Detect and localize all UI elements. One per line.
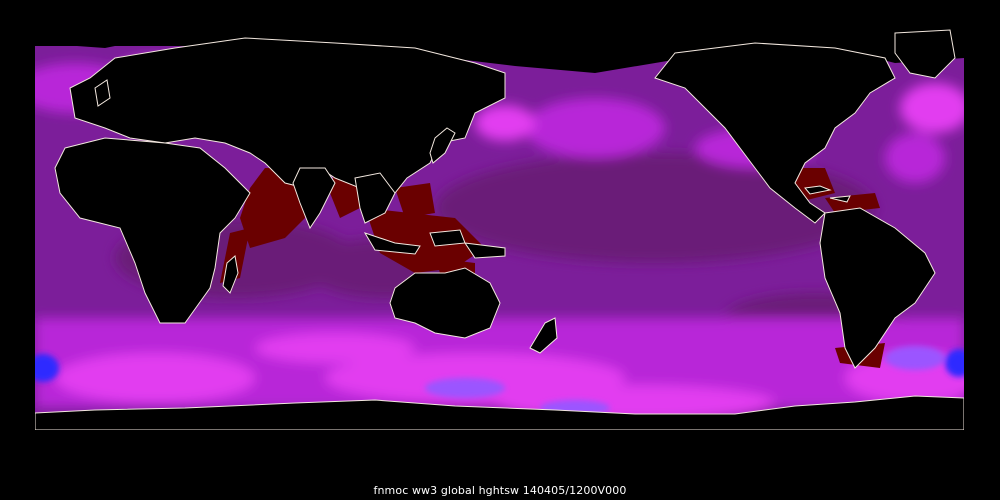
continents	[54, 29, 956, 369]
map-caption: fnmoc ww3 global hghtsw 140405/1200V000	[373, 484, 627, 497]
australia-landmass	[389, 267, 501, 339]
south-america-landmass	[819, 207, 936, 369]
new-zealand	[529, 317, 558, 354]
japan	[429, 127, 456, 164]
north-america-landmass	[654, 42, 896, 224]
indonesia-islands	[363, 229, 506, 259]
wave-peak-south-atlantic	[425, 378, 505, 398]
indochina	[354, 172, 396, 224]
africa-landmass	[54, 137, 251, 324]
greenland	[894, 29, 956, 79]
antarctica-landmass	[35, 395, 964, 430]
british-isles	[94, 79, 111, 107]
wave-height-map	[35, 18, 964, 430]
india-landmass	[292, 167, 336, 230]
wave-peak-cape-horn	[885, 346, 945, 370]
wave-peak-east-edge	[945, 349, 964, 377]
wave-height-field	[35, 18, 964, 430]
arctic-strip	[35, 18, 964, 73]
wave-peak-west-edge	[35, 354, 59, 382]
madagascar	[222, 255, 239, 294]
caribbean-islands	[804, 185, 851, 203]
